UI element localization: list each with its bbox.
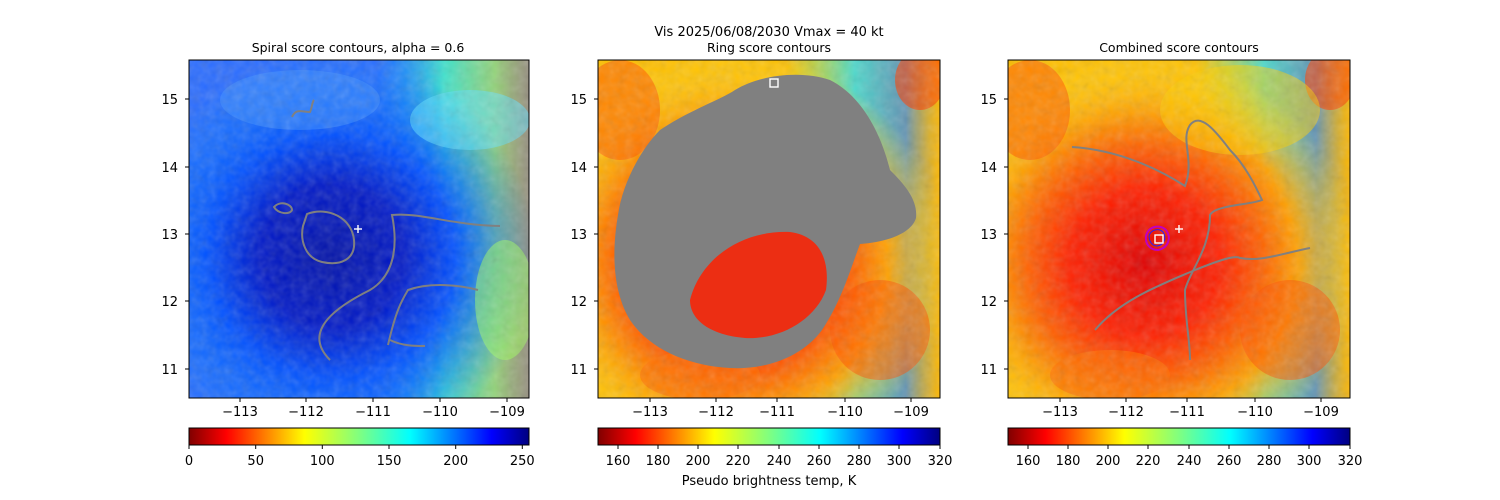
colorbar-tick-label: 150 xyxy=(377,454,402,469)
colorbar-tick-label: 240 xyxy=(1177,454,1202,469)
spiral-axes-frame xyxy=(188,59,530,399)
combined-markers xyxy=(1154,225,1183,244)
colorbar-tick-label: 200 xyxy=(443,454,468,469)
spiral-contour-top xyxy=(291,99,315,118)
tick-label: −110 xyxy=(1237,405,1273,420)
tick-label: −113 xyxy=(1042,405,1078,420)
combined-y-axis: 11 12 13 14 15 xyxy=(980,93,1008,378)
colorbar-tick-label: 100 xyxy=(310,454,335,469)
ring-marker xyxy=(769,78,779,88)
tick-label: 14 xyxy=(570,161,587,176)
panel-spiral: Spiral score contours, alpha = 0.6 −113 xyxy=(161,40,535,469)
spiral-colorbar: 0 50 100 150 200 250 xyxy=(185,427,535,469)
combined-colorbar: 160 180 200 220 240 260 280 300 320 xyxy=(1007,427,1363,469)
tick-label: −113 xyxy=(222,405,258,420)
ring-heatmap xyxy=(598,60,940,398)
spiral-contours xyxy=(272,99,501,361)
combined-contours xyxy=(1071,119,1311,361)
colorbar-tick-label: 200 xyxy=(1096,454,1121,469)
tick-label: −111 xyxy=(1169,405,1205,420)
tick-label: 12 xyxy=(570,295,587,310)
ring-axes-frame xyxy=(597,59,941,399)
colorbar-tick-label: 160 xyxy=(606,454,631,469)
colorbar-tick-label: 50 xyxy=(247,454,264,469)
tick-label: 15 xyxy=(161,93,178,108)
spiral-contour-lower xyxy=(389,339,426,347)
tick-label: 15 xyxy=(980,93,997,108)
spiral-x-axis: −113 −112 −111 −110 −109 xyxy=(222,398,525,420)
colorbar-tick-label: 180 xyxy=(646,454,671,469)
tick-label: −112 xyxy=(1108,405,1144,420)
ring-y-axis: 11 12 13 14 15 xyxy=(570,93,598,378)
colorbar-tick-label: 300 xyxy=(887,454,912,469)
panel-combined: Combined score contours − xyxy=(980,40,1362,469)
spiral-contour-outer xyxy=(387,284,479,346)
ring-colorbar: 160 180 200 220 240 260 280 300 320 Pseu… xyxy=(597,427,953,489)
panel-ring-title: Ring score contours xyxy=(707,40,831,55)
tick-label: −109 xyxy=(489,405,525,420)
colorbar-tick-label: 320 xyxy=(1338,454,1363,469)
tick-label: −111 xyxy=(355,405,391,420)
colorbar-tick-label: 220 xyxy=(726,454,751,469)
tick-label: −112 xyxy=(288,405,324,420)
tick-label: −109 xyxy=(1303,405,1339,420)
combined-contour-spiral xyxy=(1071,119,1264,361)
tick-label: 11 xyxy=(570,363,587,378)
spiral-marker xyxy=(354,225,362,233)
colorbar-tick-label: 200 xyxy=(686,454,711,469)
panel-spiral-title: Spiral score contours, alpha = 0.6 xyxy=(252,40,465,55)
colorbar-tick-label: 240 xyxy=(767,454,792,469)
tick-label: −112 xyxy=(698,405,734,420)
panel-ring: Ring score contours −113 −112 −111 −110 … xyxy=(570,40,952,489)
tick-label: 12 xyxy=(161,295,178,310)
colorbar-tick-label: 0 xyxy=(185,454,193,469)
colorbar-tick-label: 320 xyxy=(928,454,953,469)
tick-label: 13 xyxy=(161,228,178,243)
tick-label: 13 xyxy=(980,228,997,243)
colorbar-tick-label: 160 xyxy=(1016,454,1041,469)
tick-label: 13 xyxy=(570,228,587,243)
colorbar-tick-label: 260 xyxy=(807,454,832,469)
tick-label: −110 xyxy=(422,405,458,420)
tick-label: 15 xyxy=(570,93,587,108)
tick-label: −110 xyxy=(827,405,863,420)
tick-label: 11 xyxy=(161,363,178,378)
combined-contour-outer xyxy=(1094,247,1311,331)
colorbar-tick-label: 280 xyxy=(1257,454,1282,469)
ring-contour-fill xyxy=(614,74,917,369)
colorbar-tick-label: 180 xyxy=(1056,454,1081,469)
tick-label: 14 xyxy=(980,161,997,176)
spiral-contour-small xyxy=(272,202,294,215)
combined-center-contour xyxy=(1144,225,1170,252)
ring-x-axis: −113 −112 −111 −110 −109 xyxy=(632,398,929,420)
combined-x-axis: −113 −112 −111 −110 −109 xyxy=(1042,398,1339,420)
panel-combined-title: Combined score contours xyxy=(1099,40,1259,55)
spiral-y-axis: 11 12 13 14 15 xyxy=(161,93,189,378)
colorbar-tick-label: 250 xyxy=(510,454,535,469)
tick-label: −111 xyxy=(759,405,795,420)
tick-label: 12 xyxy=(980,295,997,310)
colorbar-tick-label: 260 xyxy=(1217,454,1242,469)
colorbar-tick-label: 280 xyxy=(847,454,872,469)
colorbar-tick-label: 220 xyxy=(1136,454,1161,469)
tick-label: −113 xyxy=(632,405,668,420)
combined-heatmap xyxy=(1008,60,1350,398)
tick-label: −109 xyxy=(893,405,929,420)
figure-suptitle: Vis 2025/06/08/2030 Vmax = 40 kt xyxy=(654,25,883,40)
combined-axes-frame xyxy=(1007,59,1351,399)
colorbar-label: Pseudo brightness temp, K xyxy=(682,474,857,489)
spiral-contour-band xyxy=(318,213,501,361)
tick-label: 14 xyxy=(161,161,178,176)
tick-label: 11 xyxy=(980,363,997,378)
colorbar-tick-label: 300 xyxy=(1297,454,1322,469)
spiral-contour-eye xyxy=(301,210,356,265)
